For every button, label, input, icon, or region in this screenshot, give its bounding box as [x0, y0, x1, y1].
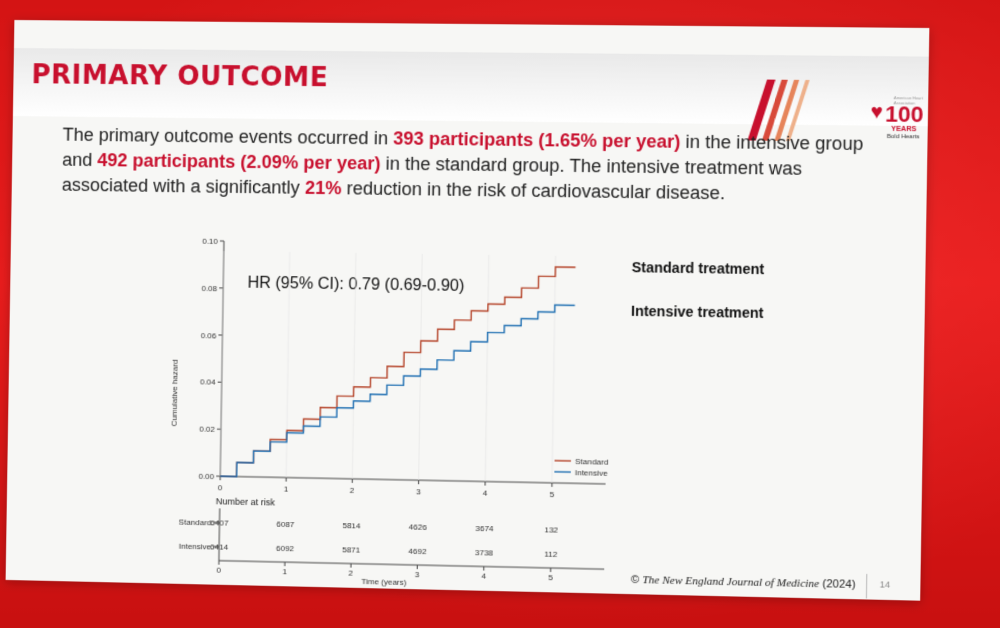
copyright-year: (2024) [822, 578, 855, 591]
risk-value: 132 [544, 525, 558, 534]
risk-y-axis [219, 508, 220, 560]
x-tick-label: 4 [483, 489, 488, 498]
grid-line [552, 256, 556, 483]
x-tick-label: 5 [549, 490, 554, 499]
risk-x-tick-label: 4 [481, 572, 486, 581]
risk-x-tick-label: 1 [282, 567, 287, 576]
slide: PRIMARY OUTCOME American Heart Associati… [6, 20, 930, 601]
legend-entry-intensive: Intensive [575, 468, 609, 478]
y-tick-label: 0.06 [201, 331, 217, 340]
risk-x-tick-label: 3 [415, 570, 420, 579]
y-tick-label: 0.00 [198, 472, 214, 481]
x-tick-label: 0 [218, 483, 223, 492]
y-tick-label: 0.08 [201, 284, 217, 293]
page-number: 14 [880, 579, 891, 589]
number-at-risk-title: Number at risk [216, 496, 276, 507]
y-tick-label: 0.10 [202, 237, 218, 246]
legend-label-intensive: Intensive treatment [631, 303, 764, 321]
risk-x-axis [219, 561, 604, 570]
risk-row-label-standard: Standard [179, 518, 212, 528]
y-tick-label: 0.02 [199, 425, 215, 434]
y-axis-label: Cumulative hazard [170, 359, 180, 426]
risk-value: 112 [544, 550, 558, 559]
x-axis [220, 476, 605, 484]
y-tick-label: 0.04 [200, 378, 216, 387]
risk-x-tick-label: 0 [216, 566, 221, 575]
legend-label-standard: Standard treatment [632, 259, 765, 277]
series-line-standard [220, 262, 575, 483]
risk-value: 5814 [342, 521, 361, 530]
grid-line [485, 255, 489, 482]
risk-value: 3674 [475, 524, 494, 534]
risk-value: 6087 [276, 520, 295, 529]
legend-entry-standard: Standard [575, 457, 608, 467]
x-tick-label: 2 [350, 486, 355, 495]
copyright-symbol: © [631, 574, 640, 586]
x-tick-label: 1 [284, 485, 289, 494]
series-line-intensive [220, 300, 575, 483]
risk-row-label-intensive: Intensive [179, 542, 212, 552]
x-tick-label: 3 [416, 487, 421, 496]
hazard-ratio-annotation: HR (95% CI): 0.79 (0.69-0.90) [247, 275, 464, 295]
risk-x-tick-label: 5 [548, 573, 553, 582]
grid-line [220, 251, 224, 476]
risk-value: 4692 [408, 547, 427, 556]
risk-value: 5871 [342, 545, 361, 554]
risk-value: 4626 [409, 522, 428, 531]
risk-x-tick-label: 2 [348, 569, 353, 578]
risk-value: 3738 [475, 548, 494, 558]
x-axis-label: Time (years) [361, 577, 407, 587]
cumulative-hazard-chart: Cumulative hazard Time (years) HR (95% C… [6, 20, 930, 601]
risk-value: 6092 [276, 544, 295, 553]
